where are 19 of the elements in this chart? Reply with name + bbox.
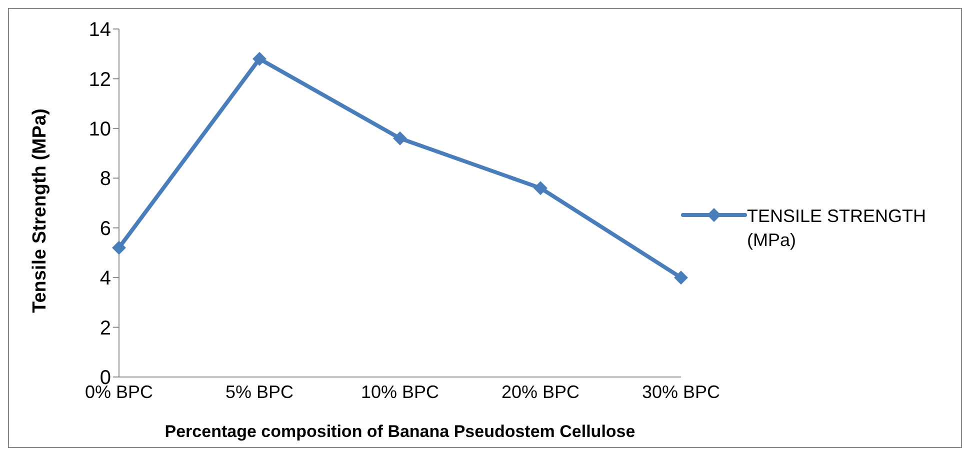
point xyxy=(534,181,548,196)
x-tick-label: 5% BPC xyxy=(225,382,294,402)
y-tick-label: 2 xyxy=(100,317,111,340)
y-axis-title: Tensile Strength (MPa) xyxy=(30,108,51,313)
x-axis-title: Percentage composition of Banana Pseudostem Cellulose xyxy=(164,422,636,441)
y-tick-label: 14 xyxy=(88,19,111,42)
x-tick-label: 10% BPC xyxy=(360,382,440,402)
point xyxy=(112,240,126,255)
x-tick-label: 30% BPC xyxy=(642,382,720,402)
y-tick-label: 6 xyxy=(100,218,111,240)
x-tick-label: 20% BPC xyxy=(501,382,580,402)
y-tick-label: 10 xyxy=(88,118,111,141)
legend-label: TENSILE STRENGTH (MPa) xyxy=(747,205,928,252)
point xyxy=(252,52,266,66)
y-tick-label: 4 xyxy=(100,268,111,290)
y-tick-label: 8 xyxy=(100,168,111,190)
point xyxy=(674,270,688,285)
point xyxy=(393,131,407,146)
y-tick-label: 12 xyxy=(88,68,111,91)
